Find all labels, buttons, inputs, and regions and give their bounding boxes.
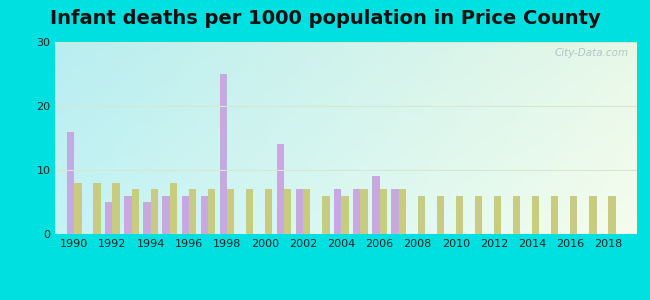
Bar <box>131 189 139 234</box>
Bar <box>94 183 101 234</box>
Bar <box>380 189 387 234</box>
Bar <box>162 196 170 234</box>
Bar <box>391 189 398 234</box>
Bar <box>74 183 81 234</box>
Bar <box>188 189 196 234</box>
Bar <box>372 176 380 234</box>
Text: City-Data.com: City-Data.com <box>554 48 629 58</box>
Bar <box>67 132 74 234</box>
Bar <box>170 183 177 234</box>
Bar <box>296 189 303 234</box>
Bar <box>151 189 158 234</box>
Bar <box>208 189 215 234</box>
Bar <box>341 196 348 234</box>
Bar <box>105 202 112 234</box>
Bar <box>608 196 616 234</box>
Bar <box>398 189 406 234</box>
Bar <box>284 189 291 234</box>
Bar <box>265 189 272 234</box>
Bar <box>277 144 284 234</box>
Bar <box>570 196 577 234</box>
Bar <box>124 196 131 234</box>
Bar <box>144 202 151 234</box>
Bar <box>494 196 501 234</box>
Bar <box>246 189 254 234</box>
Bar <box>112 183 120 234</box>
Bar <box>513 196 520 234</box>
Bar <box>475 196 482 234</box>
Bar <box>181 196 188 234</box>
Bar <box>551 196 558 234</box>
Bar <box>456 196 463 234</box>
Bar <box>437 196 444 234</box>
Bar <box>334 189 341 234</box>
Bar <box>227 189 234 234</box>
Bar <box>322 196 330 234</box>
Bar <box>220 74 227 234</box>
Bar <box>532 196 540 234</box>
Bar <box>201 196 208 234</box>
Bar <box>361 189 368 234</box>
Bar <box>353 189 361 234</box>
Text: Infant deaths per 1000 population in Price County: Infant deaths per 1000 population in Pri… <box>49 9 601 28</box>
Bar <box>303 189 311 234</box>
Bar <box>418 196 425 234</box>
Bar <box>590 196 597 234</box>
